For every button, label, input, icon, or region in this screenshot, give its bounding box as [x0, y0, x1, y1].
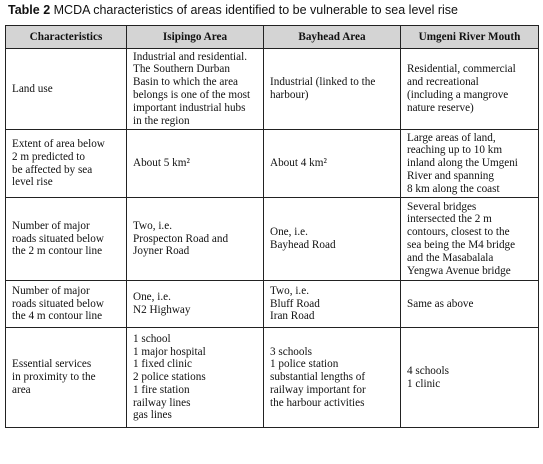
table-cell: Industrial and residential. The Southern… [126, 48, 264, 130]
table-cell: Residential, commercial and recreational… [400, 48, 539, 130]
table-cell: About 4 km² [263, 129, 401, 198]
table-caption-text: MCDA characteristics of areas identified… [53, 3, 459, 17]
table-caption: Table 2 MCDA characteristics of areas id… [8, 3, 538, 17]
table-cell: About 5 km² [126, 129, 264, 198]
table-cell: One, i.e. N2 Highway [126, 280, 264, 328]
table-cell: Number of major roads situated below the… [5, 197, 127, 281]
table-cell: Number of major roads situated below the… [5, 280, 127, 328]
table-row-land-use: Land use Industrial and residential. The… [5, 48, 539, 130]
table-cell: Essential services in proximity to the a… [5, 327, 127, 428]
table-cell: 1 school 1 major hospital 1 fixed clinic… [126, 327, 264, 428]
table-cell: Large areas of land, reaching up to 10 k… [400, 129, 539, 198]
table-cell: Land use [5, 48, 127, 130]
column-header-umgeni: Umgeni River Mouth [400, 25, 539, 49]
column-header-characteristics: Characteristics [5, 25, 127, 49]
table-cell: Industrial (linked to the harbour) [263, 48, 401, 130]
table-cell: 3 schools 1 police station substantial l… [263, 327, 401, 428]
table-row-roads-2m: Number of major roads situated below the… [5, 197, 539, 281]
table-cell: Two, i.e. Prospecton Road and Joyner Roa… [126, 197, 264, 281]
table-caption-label: Table 2 [8, 3, 51, 17]
table-row-essential-services: Essential services in proximity to the a… [5, 327, 539, 428]
table-cell: Several bridges intersected the 2 m cont… [400, 197, 539, 281]
mcda-table: Characteristics Isipingo Area Bayhead Ar… [5, 25, 539, 428]
table-cell: One, i.e. Bayhead Road [263, 197, 401, 281]
table-cell: Extent of area below 2 m predicted to be… [5, 129, 127, 198]
column-header-bayhead: Bayhead Area [263, 25, 401, 49]
table-row-extent: Extent of area below 2 m predicted to be… [5, 129, 539, 198]
table-row-roads-4m: Number of major roads situated below the… [5, 280, 539, 328]
table-cell: Two, i.e. Bluff Road Iran Road [263, 280, 401, 328]
table-cell: Same as above [400, 280, 539, 328]
column-header-isipingo: Isipingo Area [126, 25, 264, 49]
table-cell: 4 schools 1 clinic [400, 327, 539, 428]
table-header-row: Characteristics Isipingo Area Bayhead Ar… [5, 25, 539, 49]
